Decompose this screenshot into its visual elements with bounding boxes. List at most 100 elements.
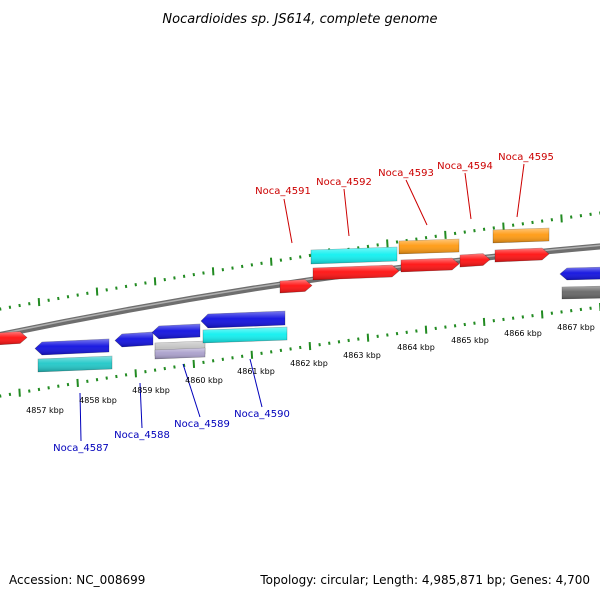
scale-tick — [221, 357, 225, 361]
scale-tick — [144, 370, 147, 374]
scale-tick — [47, 386, 50, 390]
scale-tick — [173, 365, 176, 369]
scale-tick — [560, 310, 563, 314]
scale-tick — [308, 253, 312, 258]
scale-tick — [86, 291, 89, 295]
scale-tick — [76, 378, 79, 388]
scale-tick — [76, 293, 79, 297]
scale-tick — [18, 303, 21, 308]
scale-tick — [163, 277, 167, 282]
scale-label: 4864 kbp — [397, 343, 435, 352]
callout-line — [249, 358, 263, 408]
scale-label: 4866 kbp — [504, 329, 542, 338]
gene-label-reverse: Noca_4590 — [234, 409, 290, 420]
scale-tick — [511, 223, 515, 227]
scale-tick — [115, 374, 118, 379]
callout-line — [139, 382, 143, 429]
scale-tick — [269, 350, 273, 354]
scale-tick — [211, 359, 215, 363]
scale-label: 4862 kbp — [290, 359, 328, 368]
scale-tick — [482, 317, 486, 327]
gene-label-forward: Noca_4591 — [255, 186, 311, 197]
gene-label-forward: Noca_4595 — [498, 152, 554, 163]
scale-tick — [540, 310, 544, 319]
scale-tick — [134, 369, 137, 378]
gene-feature-shading — [495, 248, 549, 262]
scale-tick — [579, 307, 583, 312]
scale-tick — [531, 220, 534, 225]
scale-tick — [405, 330, 408, 334]
gene-feature-shading — [155, 348, 205, 359]
scale-tick — [492, 319, 496, 323]
gene-feature-shading — [311, 247, 397, 264]
scale-tick — [231, 266, 234, 270]
scale-tick — [502, 317, 505, 322]
scale-tick — [18, 388, 21, 397]
scale-tick — [0, 394, 2, 398]
scale-tick — [47, 298, 50, 302]
scale-tick — [240, 264, 244, 269]
scale-tick — [463, 322, 467, 327]
scale-tick — [473, 321, 476, 325]
scale-tick — [28, 389, 31, 393]
scale-tick — [569, 309, 573, 313]
scale-tick — [328, 341, 331, 345]
scale-tick — [269, 257, 273, 266]
scale-tick — [492, 226, 496, 230]
scale-tick — [386, 239, 389, 248]
scale-tick — [415, 329, 418, 333]
scale-tick — [250, 350, 254, 359]
callout-line — [182, 363, 201, 418]
scale-tick — [589, 212, 592, 217]
scale-label: 4865 kbp — [451, 336, 489, 345]
accession-label: Accession: NC_008699 — [9, 573, 146, 587]
scale-tick — [589, 306, 592, 310]
scale-tick — [444, 325, 447, 329]
scale-tick — [8, 305, 12, 309]
scale-tick — [260, 261, 263, 265]
gene-feature-shading — [493, 228, 549, 243]
gene-feature-shading — [313, 265, 399, 280]
scale-tick — [463, 230, 467, 234]
scale-tick — [347, 338, 350, 343]
scale-tick — [163, 366, 167, 371]
gene-label-reverse: Noca_4589 — [174, 419, 230, 430]
scale-label: 4861 kbp — [237, 367, 275, 376]
scale-tick — [521, 315, 525, 319]
scale-tick — [540, 219, 544, 223]
scale-label: 4860 kbp — [185, 376, 223, 385]
gene-feature-shading — [562, 286, 600, 299]
scale-tick — [366, 333, 370, 342]
scale-tick — [37, 387, 41, 392]
scale-tick — [192, 359, 196, 368]
scale-tick — [550, 218, 554, 222]
scale-label: 4863 kbp — [343, 351, 381, 360]
scale-tick — [124, 373, 128, 377]
scale-tick — [260, 351, 263, 355]
gene-feature-shading — [399, 239, 459, 254]
scale-tick — [144, 281, 147, 285]
scale-tick — [192, 272, 196, 277]
gene-feature-shading — [115, 332, 153, 347]
gene-label-reverse: Noca_4588 — [114, 430, 170, 441]
scale-labels: 4857 kbp 4858 kbp 4859 kbp 4860 kbp 4861 kbp… — [26, 323, 595, 415]
scale-tick — [424, 325, 428, 334]
scale-tick — [105, 376, 108, 380]
scale-tick — [366, 244, 370, 249]
scale-tick — [434, 234, 437, 238]
inner-tick-ring — [0, 303, 600, 398]
scale-tick — [299, 345, 302, 350]
scale-tick — [173, 276, 176, 280]
gene-feature-shading — [460, 253, 490, 267]
gene-feature-shading — [560, 267, 600, 280]
scale-tick — [550, 311, 554, 315]
scale-tick — [115, 286, 118, 290]
scale-tick — [153, 368, 157, 372]
scale-tick — [337, 340, 341, 344]
scale-tick — [250, 263, 254, 267]
callout-line — [405, 179, 428, 226]
gene-label-forward: Noca_4594 — [437, 161, 493, 172]
scale-tick — [66, 382, 70, 387]
scale-tick — [395, 240, 399, 244]
